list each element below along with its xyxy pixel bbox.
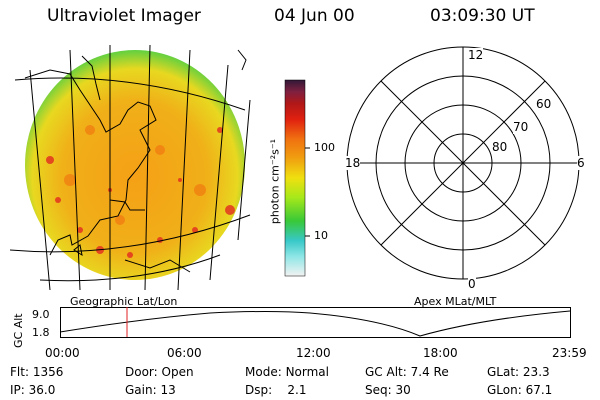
lat-label-80: 80 xyxy=(492,140,508,154)
info-door: Door: Open xyxy=(125,365,194,379)
mlt-label-0: 0 xyxy=(468,277,476,291)
time-tick-06: 06:00 xyxy=(167,346,202,360)
lat-label-70: 70 xyxy=(513,120,529,134)
geographic-caption: Geographic Lat/Lon xyxy=(70,295,178,308)
coastlines xyxy=(24,49,247,273)
mlt-label-18: 18 xyxy=(345,156,361,170)
time-tick-00: 00:00 xyxy=(45,346,80,360)
info-gc-alt: GC Alt: 7.4 Re xyxy=(365,365,449,379)
altitude-plot xyxy=(60,307,571,338)
colorbar-label: photon cm⁻²s⁻¹ xyxy=(268,138,282,225)
mlt-label-12: 12 xyxy=(468,48,484,62)
info-flt: Flt: 1356 xyxy=(10,365,64,379)
time-label: 03:09:30 UT xyxy=(430,6,535,26)
info-ip: IP: 36.0 xyxy=(10,383,56,397)
time-tick-18: 18:00 xyxy=(423,346,458,360)
info-glat: GLat: 23.3 xyxy=(487,365,550,379)
info-seq: Seq: 30 xyxy=(365,383,411,397)
lat-lon-grid xyxy=(10,44,251,290)
colorbar xyxy=(284,79,310,277)
info-glon: GLon: 67.1 xyxy=(487,383,553,397)
polar-plot xyxy=(346,46,580,280)
time-tick-12: 12:00 xyxy=(296,346,331,360)
apex-caption: Apex MLat/MLT xyxy=(414,295,497,308)
info-dsp: Dsp: 2.1 xyxy=(245,383,307,397)
colorbar-tick-100: 100 xyxy=(314,141,335,154)
lat-label-60: 60 xyxy=(536,97,552,111)
instrument-title: Ultraviolet Imager xyxy=(47,6,201,26)
polar-diagonal-2 xyxy=(380,80,546,246)
colorbar-tick-10: 10 xyxy=(314,229,328,242)
date-label: 04 Jun 00 xyxy=(274,6,355,26)
info-mode: Mode: Normal xyxy=(245,365,329,379)
info-gain: Gain: 13 xyxy=(125,383,176,397)
earth-disk xyxy=(25,50,245,280)
mlt-label-6: 6 xyxy=(577,156,585,170)
time-tick-2359: 23:59 xyxy=(552,346,587,360)
altitude-ytick-bottom: 1.8 xyxy=(32,326,50,339)
altitude-curve xyxy=(60,310,571,337)
altitude-ylabel: GC Alt xyxy=(12,313,25,348)
geographic-image-panel xyxy=(10,44,251,290)
altitude-ytick-top: 9.0 xyxy=(32,308,50,321)
